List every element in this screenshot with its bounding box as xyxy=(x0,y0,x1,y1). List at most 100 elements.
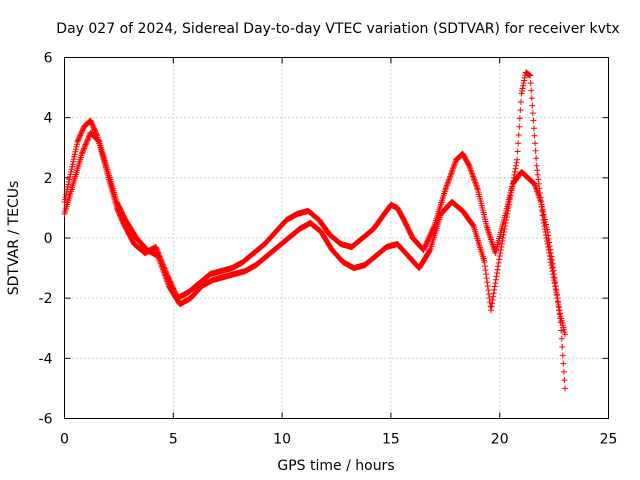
data-point-marker xyxy=(529,110,536,117)
data-point-marker xyxy=(539,212,546,219)
data-point-marker xyxy=(554,295,561,302)
data-point-marker xyxy=(548,265,555,272)
data-point-marker xyxy=(74,141,81,148)
data-point-marker xyxy=(74,138,81,145)
data-point-marker xyxy=(515,131,522,138)
chart-title: Day 027 of 2024, Sidereal Day-to-day VTE… xyxy=(56,21,619,37)
series-2 xyxy=(61,69,568,338)
data-point-marker xyxy=(559,344,566,351)
data-point-marker xyxy=(89,122,96,129)
data-point-marker xyxy=(520,82,527,89)
data-point-marker xyxy=(88,120,95,127)
data-point-marker xyxy=(547,256,554,263)
data-point-marker xyxy=(535,180,542,187)
data-point-marker xyxy=(530,125,537,132)
data-point-marker xyxy=(493,269,500,276)
data-point-marker xyxy=(85,133,92,140)
data-point-marker xyxy=(519,85,526,92)
data-point-marker xyxy=(500,231,507,238)
data-point-marker xyxy=(512,165,519,172)
data-point-marker xyxy=(71,151,78,158)
data-point-marker xyxy=(66,173,73,180)
y-tick-labels: -6 -4 -2 0 2 4 6 xyxy=(39,51,53,428)
data-point-marker xyxy=(62,196,69,203)
data-point-marker xyxy=(549,268,556,275)
data-point-marker xyxy=(527,72,534,79)
data-point-marker xyxy=(84,136,91,143)
data-point-marker xyxy=(540,211,547,218)
y-tick-label: -4 xyxy=(39,351,53,367)
data-point-marker xyxy=(516,115,523,122)
data-point-marker xyxy=(519,87,526,94)
data-point-marker xyxy=(539,207,546,214)
data-point-marker xyxy=(505,204,512,211)
data-point-marker xyxy=(545,247,552,254)
data-point-marker xyxy=(551,277,558,284)
data-point-marker xyxy=(501,228,508,235)
data-point-marker xyxy=(504,210,511,217)
y-tick-label: -2 xyxy=(39,291,53,307)
data-point-marker xyxy=(75,137,82,144)
data-point-marker xyxy=(558,327,565,334)
data-point-marker xyxy=(516,123,523,130)
data-point-marker xyxy=(533,155,540,162)
data-point-marker xyxy=(561,377,568,384)
data-point-marker xyxy=(470,222,477,229)
data-point-marker xyxy=(78,129,85,136)
data-point-marker xyxy=(492,280,499,287)
data-point-marker xyxy=(492,276,499,283)
data-point-marker xyxy=(502,219,509,226)
data-point-marker xyxy=(553,292,560,299)
data-point-marker xyxy=(541,222,548,229)
data-point-marker xyxy=(83,138,90,145)
x-tick-label: 15 xyxy=(382,432,400,448)
y-tick-label: -6 xyxy=(39,412,53,428)
data-point-marker xyxy=(546,253,553,260)
data-point-marker xyxy=(71,153,78,160)
data-point-marker xyxy=(528,87,535,94)
data-point-marker xyxy=(504,207,511,214)
data-point-marker xyxy=(67,171,74,178)
data-point-marker xyxy=(538,198,545,205)
data-point-marker xyxy=(513,159,520,166)
data-point-marker xyxy=(542,231,549,238)
data-point-marker xyxy=(533,162,540,169)
data-point-marker xyxy=(89,121,96,128)
data-point-marker xyxy=(77,132,84,139)
data-point-marker xyxy=(508,189,515,196)
data-point-marker xyxy=(90,123,97,130)
data-point-marker xyxy=(541,225,548,232)
data-point-marker xyxy=(536,185,543,192)
data-point-marker xyxy=(66,176,73,183)
data-point-marker xyxy=(551,280,558,287)
data-point-marker xyxy=(502,222,509,229)
data-point-marker xyxy=(490,293,497,300)
data-point-marker xyxy=(481,259,488,266)
data-point-marker xyxy=(561,331,568,338)
data-point-marker xyxy=(560,368,567,375)
data-point-marker xyxy=(497,247,504,254)
data-point-marker xyxy=(65,181,72,188)
data-point-marker xyxy=(88,118,95,125)
data-point-marker xyxy=(508,186,515,193)
data-point-marker xyxy=(499,235,506,241)
data-point-marker xyxy=(546,250,553,257)
data-point-marker xyxy=(509,183,516,190)
data-point-marker xyxy=(550,274,557,281)
data-point-marker xyxy=(70,156,77,163)
data-point-marker xyxy=(535,176,542,183)
data-point-marker xyxy=(509,180,516,187)
data-point-marker xyxy=(555,304,562,311)
data-point-marker xyxy=(87,117,94,124)
data-point-marker xyxy=(68,168,75,175)
data-point-marker xyxy=(507,192,514,199)
data-point-marker xyxy=(84,137,91,144)
data-point-marker xyxy=(510,174,517,181)
data-point-marker xyxy=(491,283,498,290)
data-point-marker xyxy=(465,161,472,168)
data-point-marker xyxy=(77,131,84,138)
data-point-marker xyxy=(552,283,559,290)
data-point-marker xyxy=(543,235,550,241)
x-tick-label: 20 xyxy=(491,432,509,448)
x-tick-labels: 0 5 10 15 20 25 xyxy=(60,432,617,448)
